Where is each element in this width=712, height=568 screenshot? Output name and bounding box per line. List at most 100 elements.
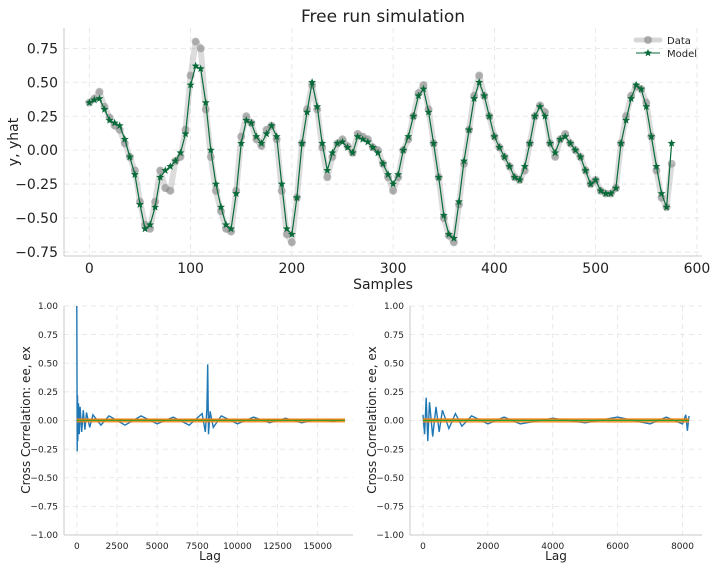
data-point xyxy=(277,186,286,195)
series-layer xyxy=(85,37,676,247)
model-point xyxy=(156,173,165,181)
data-point xyxy=(151,197,160,206)
model-point xyxy=(556,135,565,143)
model-point xyxy=(303,107,312,116)
chart-title: Free run simulation xyxy=(301,7,465,27)
model-point xyxy=(196,64,205,73)
model-point xyxy=(211,179,220,188)
grid xyxy=(64,28,702,256)
model-point xyxy=(460,156,469,165)
data-point xyxy=(282,230,291,239)
model-point xyxy=(130,170,139,178)
model-point xyxy=(287,230,296,238)
y-tick-label: −0.50 xyxy=(15,211,58,227)
data-point xyxy=(95,87,104,96)
data-point xyxy=(257,142,266,151)
x-tick-label: 0 xyxy=(420,542,426,552)
model-point xyxy=(161,166,170,174)
model-point xyxy=(409,112,418,120)
model-point xyxy=(262,129,271,138)
model-point xyxy=(657,189,666,197)
model-point xyxy=(115,121,124,130)
data-point xyxy=(323,173,332,182)
x-tick-label: 4000 xyxy=(541,542,564,552)
model-point xyxy=(601,189,610,197)
model-point xyxy=(191,61,200,70)
model-point xyxy=(328,148,337,157)
model-point xyxy=(222,220,231,229)
model-point xyxy=(181,129,190,138)
model-point xyxy=(515,175,524,184)
legend-marker-model xyxy=(644,48,652,57)
y-tick-label: 0.75 xyxy=(384,331,404,341)
model-point xyxy=(232,189,241,197)
x-tick-label: 300 xyxy=(380,261,407,277)
model-point xyxy=(358,135,367,143)
model-point xyxy=(333,139,342,147)
model-point xyxy=(647,132,656,140)
x-tick-label: 500 xyxy=(582,261,609,277)
model-point xyxy=(95,94,104,102)
y-tick-label: −0.75 xyxy=(376,503,404,513)
data-point xyxy=(475,71,484,80)
y-tick-label: −1.00 xyxy=(376,531,404,541)
model-point xyxy=(642,102,651,111)
model-point xyxy=(171,156,180,165)
legend-label-model: Model xyxy=(667,49,697,60)
model-point xyxy=(85,98,94,107)
x-axis-label: Lag xyxy=(199,549,221,563)
x-tick-label: 2000 xyxy=(476,542,499,552)
model-point xyxy=(363,137,372,146)
model-point xyxy=(454,197,463,206)
cross-correlation-chart-left: 0 2500 5000 7500 10000 12500 15000 −1.00 −0.75 −0… xyxy=(19,302,353,563)
model-point xyxy=(444,230,453,238)
model-point xyxy=(247,118,256,127)
model-point xyxy=(571,145,580,154)
y-tick-label: 0.25 xyxy=(38,388,58,398)
model-point xyxy=(166,162,175,170)
cross-correlation-chart-right: 0 2000 4000 6000 8000 −1.00 −0.75 −0.50 −0.25 0.0… xyxy=(365,302,702,563)
model-point xyxy=(90,95,99,104)
model-point xyxy=(490,132,499,140)
correlation-line xyxy=(422,397,690,442)
series-layer xyxy=(76,305,345,452)
model-point xyxy=(520,162,529,170)
y-tick-label: −0.25 xyxy=(376,445,404,455)
series-layer xyxy=(422,397,690,442)
model-point xyxy=(141,224,150,233)
model-point xyxy=(216,202,225,211)
model-point xyxy=(414,91,423,100)
model-point xyxy=(424,107,433,116)
model-point xyxy=(257,139,266,147)
data-point xyxy=(166,186,175,195)
model-point xyxy=(110,118,119,127)
model-point xyxy=(151,202,160,211)
x-tick-label: 600 xyxy=(684,261,711,277)
model-point xyxy=(591,175,600,184)
model-point xyxy=(627,94,636,102)
model-point xyxy=(237,139,246,147)
axes: 0 100 200 300 400 500 600 −0.75 −0.50 −0.25 0.00 0.… xyxy=(15,28,710,277)
model-point xyxy=(667,139,676,147)
axes: 0 2000 4000 6000 8000 −1.00 −0.75 −0.50 −0.25 0.0… xyxy=(376,302,702,552)
model-point xyxy=(586,179,595,188)
y-tick-label: 0.25 xyxy=(384,388,404,398)
model-point xyxy=(561,132,570,140)
y-tick-label: 0.75 xyxy=(38,331,58,341)
y-axis-label: y, yhat xyxy=(6,117,22,166)
model-point xyxy=(530,112,539,120)
model-point xyxy=(379,159,387,168)
model-point xyxy=(100,105,109,113)
y-tick-label: −1.00 xyxy=(30,531,58,541)
y-tick-label: −0.25 xyxy=(30,445,58,455)
model-point xyxy=(611,183,620,192)
y-tick-label: 0.00 xyxy=(384,417,404,427)
legend: Data Model xyxy=(633,36,697,60)
model-point xyxy=(551,148,560,157)
model-point xyxy=(227,224,236,233)
model-point xyxy=(566,139,575,147)
model-point xyxy=(297,139,306,147)
model-point xyxy=(470,94,479,102)
data-point xyxy=(196,44,205,53)
